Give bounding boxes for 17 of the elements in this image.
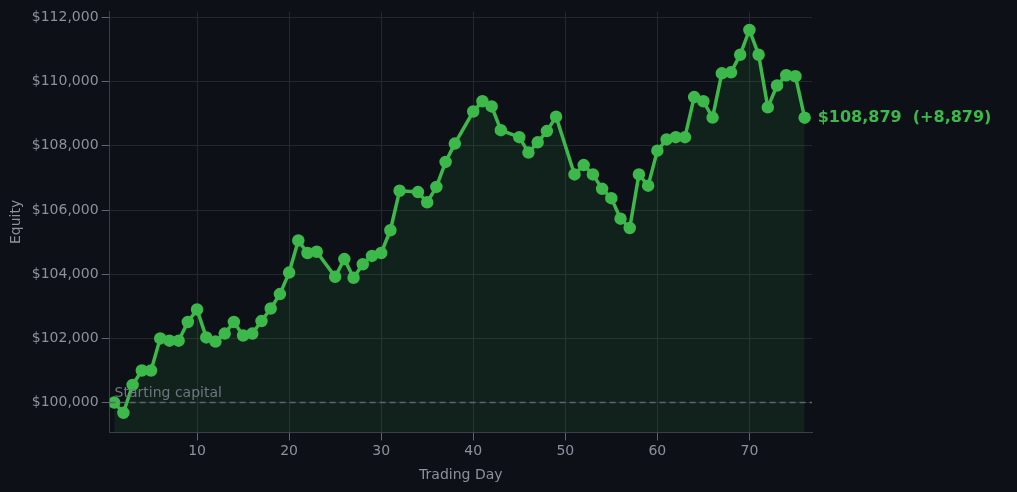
y-tick-label: $102,000 bbox=[31, 329, 99, 346]
y-tick-label: $100,000 bbox=[31, 393, 99, 410]
y-tick-label: $108,000 bbox=[31, 136, 99, 153]
y-tick-label: $106,000 bbox=[31, 200, 99, 217]
x-tick-label: 50 bbox=[556, 442, 575, 459]
x-tick-label: 20 bbox=[280, 442, 299, 459]
y-tick-label: $110,000 bbox=[31, 72, 99, 89]
x-tick-label: 60 bbox=[648, 442, 667, 459]
annotation: $108,879 (+8,879) bbox=[817, 106, 992, 126]
y-tick-label: $104,000 bbox=[31, 264, 99, 281]
y-tick-label: $112,000 bbox=[31, 8, 99, 25]
x-tick-label: 40 bbox=[464, 442, 483, 459]
x-tick-label: 70 bbox=[740, 442, 759, 459]
x-tick-label: 30 bbox=[372, 442, 391, 459]
x-axis-title: Trading Day bbox=[418, 466, 503, 483]
x-tick-label: 10 bbox=[188, 442, 206, 459]
y-axis-title: Equity bbox=[7, 199, 24, 245]
